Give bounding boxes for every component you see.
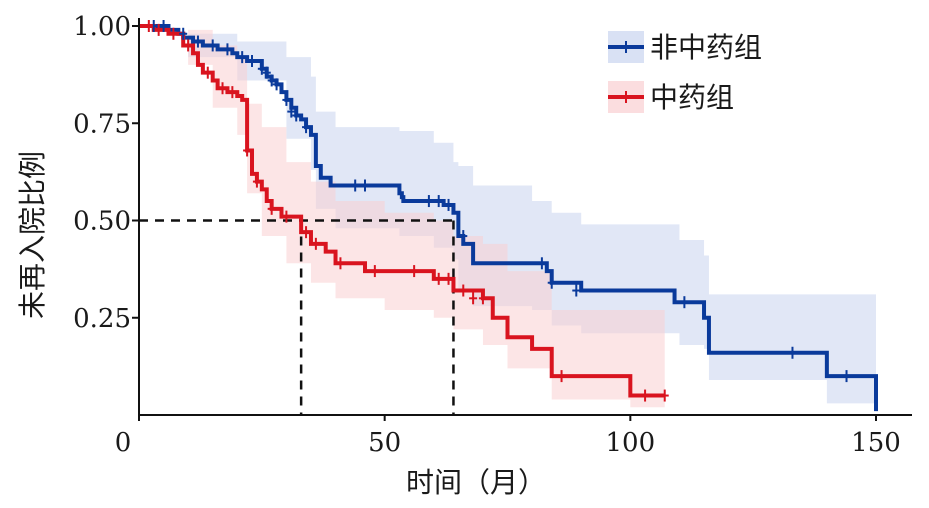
censor-mark-0-18 <box>424 195 433 208</box>
censor-mark-1-6 <box>228 86 237 99</box>
censor-mark-1-10 <box>282 210 291 223</box>
censor-mark-0-22 <box>537 257 546 270</box>
censor-mark-0-14 <box>292 109 301 122</box>
legend-item-1: 中药组 <box>608 81 734 114</box>
y-axis-title: 未再入院比例 <box>16 151 49 319</box>
median-reference-lines <box>139 219 455 415</box>
y-tick-label: 0.50 <box>73 207 131 237</box>
censor-mark-0-5 <box>223 43 232 56</box>
x-axis-title: 时间（月） <box>406 466 546 499</box>
confidence-bands <box>139 26 876 412</box>
survival-curve-0 <box>139 24 878 412</box>
censor-mark-0-19 <box>434 195 443 208</box>
censor-mark-1-0 <box>144 20 153 32</box>
censor-mark-1-2 <box>169 27 178 40</box>
legend-label: 非中药组 <box>650 31 762 64</box>
confidence-band-0 <box>139 26 876 412</box>
censor-mark-0-26 <box>788 346 797 359</box>
censor-mark-1-11 <box>302 226 311 239</box>
censor-mark-1-1 <box>154 23 163 36</box>
censor-mark-0-8 <box>257 62 266 75</box>
censor-mark-0-3 <box>193 35 202 48</box>
y-tick-label: 1.00 <box>73 12 131 42</box>
censor-mark-0-4 <box>208 39 217 52</box>
censor-mark-1-23 <box>660 389 669 402</box>
censor-mark-0-2 <box>179 27 188 40</box>
axes: 0.25 0.50 0.75 1.00 0 50 100 150 <box>73 12 912 458</box>
censor-mark-1-19 <box>469 292 478 305</box>
censor-mark-0-23 <box>547 276 556 289</box>
x-tick-label: 50 <box>368 428 401 458</box>
legend-label: 中药组 <box>650 81 734 114</box>
x-tick-label: 0 <box>115 428 132 458</box>
censor-mark-1-12 <box>311 237 320 250</box>
censor-mark-0-1 <box>159 20 168 32</box>
censor-mark-0-21 <box>459 230 468 243</box>
y-tick-label: 0.75 <box>73 109 131 139</box>
censor-mark-0-17 <box>361 179 370 192</box>
censor-mark-1-4 <box>203 66 212 79</box>
survival-curves <box>139 24 878 412</box>
censor-mark-1-21 <box>557 370 566 383</box>
censor-mark-1-18 <box>459 284 468 297</box>
censor-mark-1-3 <box>184 39 193 52</box>
censor-mark-1-13 <box>336 257 345 270</box>
censor-marks <box>144 20 851 402</box>
survival-curve-1 <box>139 24 665 398</box>
censor-mark-1-20 <box>478 292 487 305</box>
confidence-band-1 <box>139 26 665 408</box>
censor-mark-0-9 <box>262 66 271 79</box>
censor-mark-0-15 <box>302 121 311 134</box>
censor-mark-1-7 <box>243 144 252 157</box>
censor-mark-0-13 <box>287 105 296 118</box>
censor-mark-0-7 <box>248 55 257 68</box>
censor-mark-0-16 <box>351 179 360 192</box>
censor-mark-1-22 <box>641 389 650 402</box>
x-tick-label: 150 <box>851 428 901 458</box>
censor-mark-1-15 <box>410 265 419 278</box>
censor-mark-1-8 <box>252 175 261 188</box>
censor-mark-1-17 <box>444 272 453 285</box>
censor-mark-1-14 <box>370 265 379 278</box>
censor-mark-1-5 <box>218 82 227 95</box>
censor-mark-0-27 <box>842 370 851 383</box>
censor-mark-1-9 <box>267 202 276 215</box>
censor-mark-0-25 <box>680 296 689 309</box>
x-tick-label: 100 <box>606 428 656 458</box>
censor-mark-0-20 <box>444 198 453 211</box>
censor-mark-0-11 <box>272 78 281 91</box>
y-tick-label: 0.25 <box>73 304 131 334</box>
censor-mark-0-10 <box>267 74 276 87</box>
censor-mark-0-24 <box>572 284 581 297</box>
censor-mark-0-6 <box>238 51 247 64</box>
censor-mark-1-16 <box>434 272 443 285</box>
legend-item-0: 非中药组 <box>608 31 762 64</box>
censor-mark-0-12 <box>282 93 291 106</box>
